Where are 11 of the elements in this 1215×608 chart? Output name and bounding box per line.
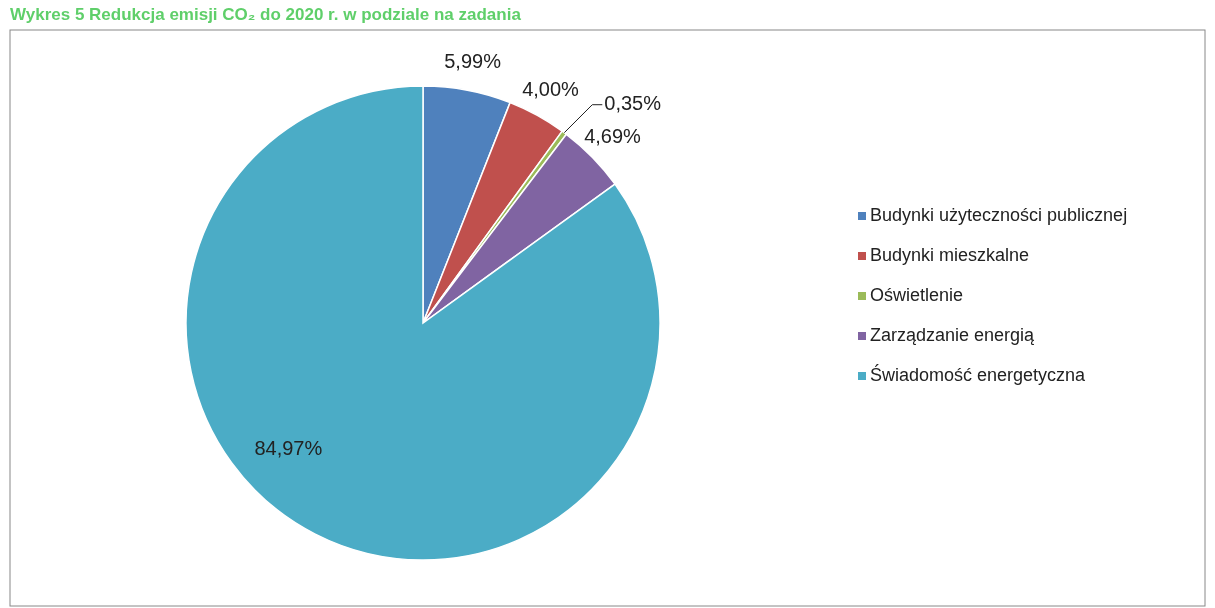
data-label: 84,97% (254, 436, 323, 459)
legend-label: Zarządzanie energią (870, 324, 1036, 345)
data-label: 4,69% (584, 125, 642, 148)
data-label: 4,00% (522, 77, 580, 100)
legend-label: Oświetlenie (870, 284, 964, 305)
legend-label: Budynki użyteczności publicznej (870, 204, 1128, 225)
chart-title: Wykres 5 Redukcja emisji CO₂ do 2020 r. w podziale na zadania (10, 5, 522, 24)
legend-label: Budynki mieszkalne (870, 244, 1030, 265)
legend-label: Świadomość energetyczna (870, 363, 1087, 385)
data-label: 5,99% (444, 49, 502, 72)
data-label: 0,35% (604, 92, 662, 114)
